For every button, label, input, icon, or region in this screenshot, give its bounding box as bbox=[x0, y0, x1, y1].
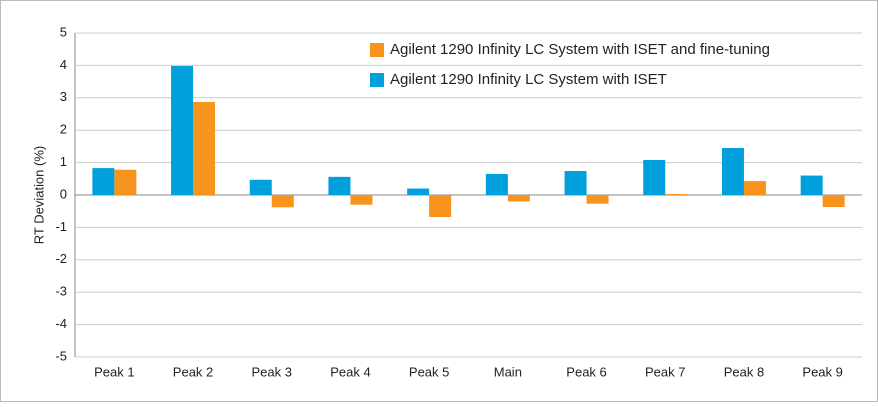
bar bbox=[429, 195, 452, 218]
legend-swatch bbox=[370, 73, 384, 87]
y-tick-label: -3 bbox=[55, 284, 67, 299]
x-tick-label: Peak 1 bbox=[94, 364, 134, 379]
x-tick-label: Peak 8 bbox=[724, 364, 764, 379]
legend-label: Agilent 1290 Infinity LC System with ISE… bbox=[390, 41, 770, 58]
bar bbox=[92, 168, 115, 195]
bar bbox=[800, 175, 823, 195]
bar bbox=[822, 195, 845, 207]
bar bbox=[114, 169, 137, 195]
x-tick-label: Peak 7 bbox=[645, 364, 685, 379]
bar bbox=[328, 176, 351, 195]
y-tick-label: 3 bbox=[60, 89, 67, 104]
y-tick-label: 1 bbox=[60, 154, 67, 169]
legend-swatch bbox=[370, 43, 384, 57]
y-tick-label: 2 bbox=[60, 122, 67, 137]
x-tick-label: Main bbox=[494, 364, 522, 379]
bar bbox=[665, 194, 688, 195]
y-tick-label: -2 bbox=[55, 251, 67, 266]
bar bbox=[485, 173, 508, 195]
x-tick-label: Peak 5 bbox=[409, 364, 449, 379]
y-axis-label: RT Deviation (%) bbox=[31, 146, 46, 245]
y-tick-label: -4 bbox=[55, 316, 67, 331]
y-tick-label: -1 bbox=[55, 219, 67, 234]
y-tick-label: 0 bbox=[60, 186, 67, 201]
bar bbox=[743, 181, 766, 195]
y-tick-label: 5 bbox=[60, 24, 67, 39]
x-tick-label: Peak 3 bbox=[252, 364, 292, 379]
bar bbox=[350, 195, 373, 205]
legend: Agilent 1290 Infinity LC System with ISE… bbox=[370, 41, 770, 88]
bar bbox=[643, 160, 666, 195]
bar bbox=[721, 148, 744, 195]
y-tick-label: 4 bbox=[60, 57, 67, 72]
y-tick-label: -5 bbox=[55, 348, 67, 363]
x-tick-label: Peak 6 bbox=[566, 364, 606, 379]
bar bbox=[193, 102, 216, 195]
legend-label: Agilent 1290 Infinity LC System with ISE… bbox=[390, 71, 667, 88]
bar bbox=[507, 195, 530, 202]
bar bbox=[564, 171, 587, 195]
bar bbox=[586, 195, 609, 204]
bar bbox=[171, 66, 194, 195]
bar bbox=[407, 188, 430, 195]
x-tick-label: Peak 2 bbox=[173, 364, 213, 379]
bar bbox=[249, 179, 272, 195]
x-tick-label: Peak 9 bbox=[802, 364, 842, 379]
bar bbox=[271, 195, 294, 208]
x-tick-label: Peak 4 bbox=[330, 364, 370, 379]
